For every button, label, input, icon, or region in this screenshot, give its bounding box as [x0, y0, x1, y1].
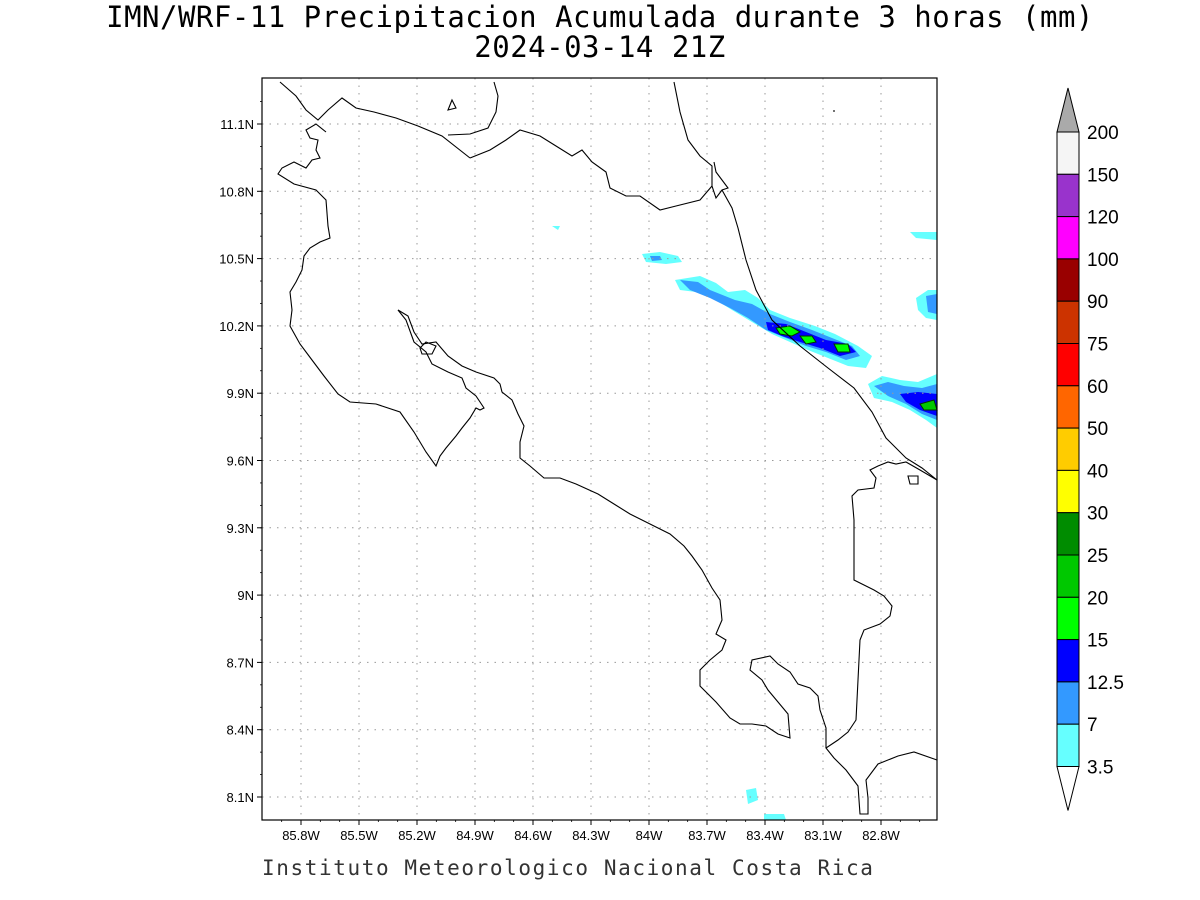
legend-color-box: [1056, 343, 1080, 387]
legend-color-box: [1056, 596, 1080, 641]
legend-value-label: 40: [1087, 461, 1108, 482]
legend-color-box: [1056, 258, 1080, 302]
lon-tick-label: 85.2W: [398, 828, 436, 843]
legend-color-box: [1056, 427, 1080, 471]
legend-color-box: [1056, 639, 1080, 683]
lat-tick-label: 9.6N: [227, 454, 254, 469]
legend-value-label: 7: [1087, 715, 1098, 736]
coastline-bocas-island: [907, 475, 919, 485]
coastline-lake-island: [447, 98, 457, 111]
precip-cell-northwest-core: [650, 256, 662, 261]
legend-top-arrow: [1056, 87, 1080, 133]
legend-value-label: 200: [1087, 123, 1119, 144]
coastline-caribbean: [721, 189, 938, 481]
lon-tick-label: 85.8W: [282, 828, 320, 843]
lat-tick-label: 8.4N: [227, 723, 254, 738]
precip-cell-south-2: [764, 814, 786, 820]
legend-color-box: [1056, 131, 1080, 175]
graticule: [262, 78, 937, 820]
legend-value-label: 25: [1087, 546, 1108, 567]
legend-value-label: 150: [1087, 165, 1119, 186]
latitude-axis: 11.1N 10.8N 10.5N 10.2N 9.9N 9.6N 9.3N 9N 8.7N 8.…: [219, 101, 262, 805]
chart-title: IMN/WRF-11 Precipitacion Acumulada duran…: [0, 2, 1200, 62]
precip-cell-tiny-1: [552, 226, 560, 230]
title-line-2: 2024-03-14 21Z: [474, 30, 726, 64]
lon-tick-label: 83.4W: [746, 828, 784, 843]
precip-core-3: [833, 343, 851, 353]
legend-value-label: 12.5: [1087, 673, 1124, 694]
lon-tick-label: 84.3W: [572, 828, 610, 843]
lon-tick-label: 84.9W: [456, 828, 494, 843]
legend-value-label: 50: [1087, 419, 1108, 440]
precip-cell-south-1: [746, 788, 758, 804]
legend-color-box: [1056, 216, 1080, 260]
coastline-pacific-northwest: [277, 123, 485, 468]
legend-color-box: [1056, 385, 1080, 429]
lat-tick-label: 9.9N: [227, 386, 254, 401]
lon-tick-label: 84W: [636, 828, 663, 843]
legend-value-label: 60: [1087, 377, 1108, 398]
color-legend: 3.5 7 12.5 15 20 25 30 40 50 60 75 90 100 120 150 200: [1056, 87, 1124, 811]
coastline-lake-nicaragua: [279, 81, 471, 159]
legend-color-box: [1056, 723, 1080, 768]
precip-cell-east-core: [926, 294, 937, 314]
legend-color-box: [1056, 554, 1080, 598]
lat-tick-label: 8.7N: [227, 655, 254, 670]
border-panama: [825, 461, 938, 815]
border-north: [469, 129, 713, 211]
legend-color-box: [1056, 173, 1080, 218]
longitude-axis: 85.8W 85.5W 85.2W 84.9W 84.6W 84.3W 84W 83.7W 83…: [281, 820, 921, 843]
lat-tick-label: 10.5N: [219, 252, 254, 267]
legend-bottom-arrow: [1056, 766, 1080, 811]
legend-color-box: [1056, 469, 1080, 514]
coastline-caribbean-north: [673, 81, 729, 200]
lon-tick-label: 82.8W: [862, 828, 900, 843]
lat-tick-label: 10.8N: [219, 184, 254, 199]
legend-value-label: 20: [1087, 588, 1108, 609]
precip-cell-northeast: [910, 232, 937, 240]
lat-tick-label: 9.3N: [227, 521, 254, 536]
lon-tick-label: 84.6W: [514, 828, 552, 843]
legend-color-box: [1056, 512, 1080, 556]
lon-tick-label: 85.5W: [340, 828, 378, 843]
lat-tick-label: 9N: [237, 588, 254, 603]
coastline-chira-island: [419, 341, 437, 355]
lat-tick-label: 10.2N: [219, 319, 254, 334]
legend-color-box: [1056, 300, 1080, 345]
legend-value-label: 30: [1087, 504, 1108, 525]
legend-value-label: 100: [1087, 250, 1119, 271]
footer-credit: Instituto Meteorologico Nacional Costa R…: [262, 856, 875, 880]
lat-tick-label: 8.1N: [227, 790, 254, 805]
legend-value-label: 15: [1087, 631, 1108, 652]
legend-value-label: 75: [1087, 335, 1108, 356]
precipitation-layer: [552, 226, 938, 820]
legend-value-label: 3.5: [1087, 758, 1113, 779]
legend-color-box: [1056, 681, 1080, 725]
coastline-gulf-nicoya: [397, 309, 827, 748]
title-line-1: IMN/WRF-11 Precipitacion Acumulada duran…: [106, 0, 1094, 34]
coastline-lake-bay: [447, 81, 499, 136]
map-frame: [261, 77, 938, 821]
coastline: [277, 81, 938, 815]
legend-value-label: 120: [1087, 208, 1119, 229]
lon-tick-label: 83.1W: [804, 828, 842, 843]
legend-value-label: 90: [1087, 292, 1108, 313]
lon-tick-label: 83.7W: [688, 828, 726, 843]
lat-tick-label: 11.1N: [220, 117, 254, 132]
precip-cell-northwest: [642, 252, 682, 264]
precip-core-2: [799, 335, 817, 345]
